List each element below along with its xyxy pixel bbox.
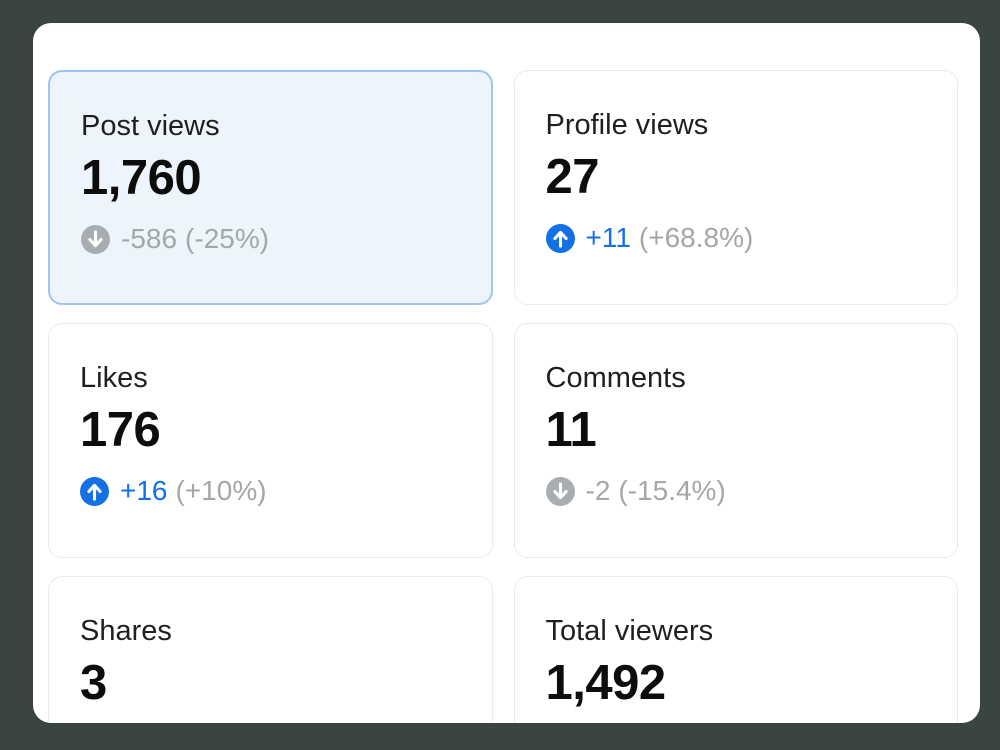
metric-delta: +16 (+10%): [80, 475, 461, 507]
delta-percent: (+68.8%): [638, 222, 754, 254]
metric-value: 27: [545, 150, 600, 205]
metric-value: 1,492: [545, 656, 667, 711]
metric-value: 1,760: [81, 151, 202, 206]
metric-label: Likes: [80, 362, 148, 394]
metric-label: Shares: [80, 615, 172, 647]
metric-label: Total viewers: [545, 615, 714, 647]
metric-card-comments[interactable]: Comments 11 -2 (-15.4%): [513, 323, 958, 558]
metric-card-total-viewers[interactable]: Total viewers 1,492: [513, 576, 958, 723]
metric-value: 11: [545, 403, 597, 458]
delta-value: -586: [121, 223, 178, 255]
metric-label: Profile views: [545, 109, 709, 141]
metric-delta: -2 (-15.4%): [545, 475, 927, 507]
trend-down-icon: [81, 224, 110, 254]
metric-value: 176: [80, 403, 161, 458]
metric-card-profile-views[interactable]: Profile views 27 +11 (+68.8%): [513, 70, 958, 305]
trend-down-icon: [545, 476, 575, 506]
trend-up-icon: [545, 223, 575, 253]
delta-percent: (-25%): [185, 223, 270, 255]
metric-card-shares[interactable]: Shares 3: [48, 576, 493, 723]
delta-value: -2: [585, 475, 611, 507]
metric-card-post-views[interactable]: Post views 1,760 -586 (-25%): [48, 70, 493, 305]
metric-label: Comments: [545, 362, 686, 394]
delta-value: +11: [585, 222, 631, 254]
delta-percent: (+10%): [175, 475, 267, 507]
metrics-grid: Post views 1,760 -586 (-25%) Profile vie…: [48, 70, 958, 723]
metric-delta: +11 (+68.8%): [545, 222, 927, 254]
delta-value: +16: [120, 475, 168, 507]
metric-card-likes[interactable]: Likes 176 +16 (+10%): [48, 323, 493, 558]
metric-delta: -586 (-25%): [81, 223, 460, 255]
trend-up-icon: [80, 476, 109, 506]
metric-label: Post views: [81, 110, 220, 142]
metric-value: 3: [80, 656, 107, 711]
delta-percent: (-15.4%): [618, 475, 726, 507]
analytics-panel: Post views 1,760 -586 (-25%) Profile vie…: [33, 23, 980, 723]
